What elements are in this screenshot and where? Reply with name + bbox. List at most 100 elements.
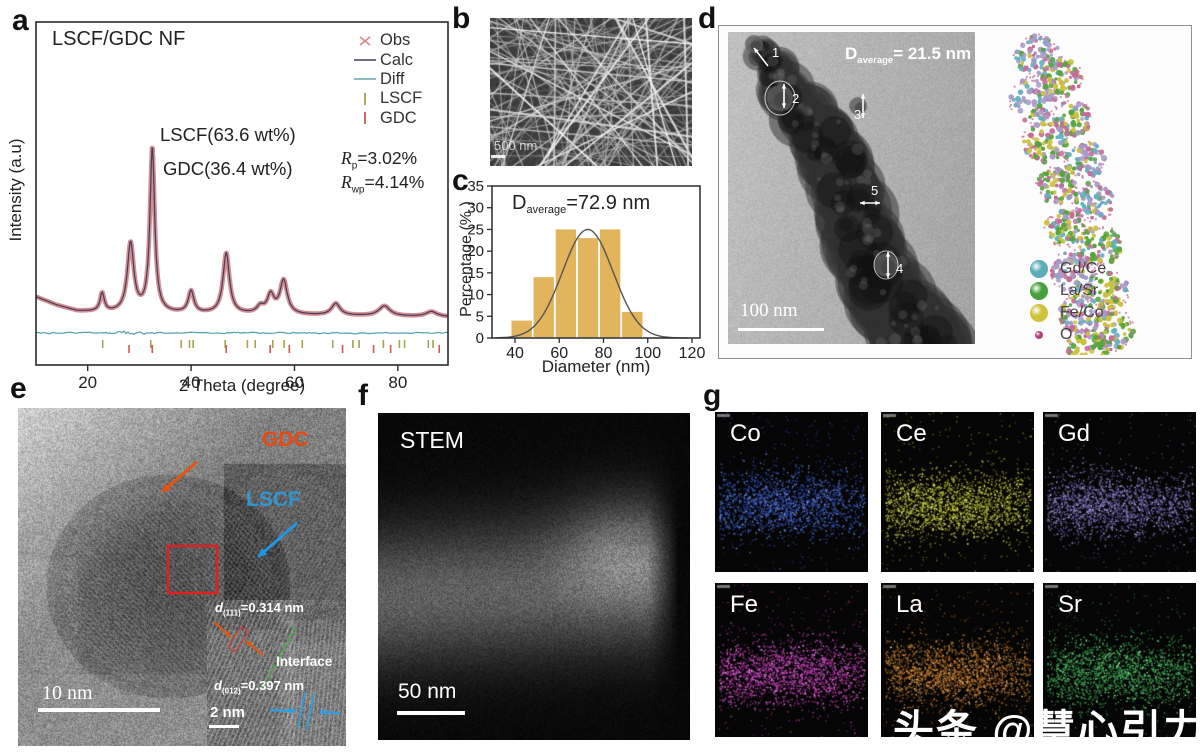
- stem-image: [378, 413, 690, 740]
- svg-text:5: 5: [871, 183, 878, 198]
- eds-map-element-label: Gd: [1058, 420, 1091, 447]
- eds-map-gd: Gd: [1043, 412, 1196, 572]
- panel-e-label: e: [10, 372, 27, 405]
- rwp-value: =4.14%: [364, 172, 425, 192]
- svg-text:40: 40: [506, 345, 524, 362]
- hrtem-scale-label: 10 nm: [42, 682, 93, 704]
- davg-symbol: D: [512, 192, 527, 214]
- svg-text:15: 15: [467, 265, 484, 282]
- model-legend-label: Fe/Co: [1060, 304, 1104, 321]
- rp-value: =3.02%: [357, 148, 418, 168]
- model-legend-item: Gd/Ce: [1028, 258, 1106, 280]
- xrd-title: LSCF/GDC NF: [52, 28, 186, 50]
- svg-text:10: 10: [467, 287, 484, 304]
- svg-text:3: 3: [854, 107, 861, 122]
- stem-scale-bar: [397, 711, 465, 715]
- eds-map-element-label: Ce: [896, 420, 927, 447]
- davg-value: =72.9 nm: [566, 192, 651, 214]
- tem-davg-annotation: Daverage= 21.5 nm: [845, 44, 971, 66]
- model-legend-label: Gd/Ce: [1060, 260, 1107, 277]
- svg-text:60: 60: [550, 345, 568, 362]
- xrd-legend-label: Calc: [380, 50, 414, 69]
- hist-ylabel: Percentage (% ): [458, 201, 475, 317]
- xrd-legend-item: Diff: [352, 70, 422, 89]
- tem-davg-symbol: D: [845, 44, 858, 63]
- svg-text:35: 35: [467, 178, 484, 195]
- atom-sphere-icon: [1030, 304, 1048, 322]
- eds-map-element-label: Sr: [1058, 591, 1082, 618]
- model-legend-label: O: [1060, 326, 1073, 343]
- xrd-xlabel: 2 Theta (degree): [178, 376, 306, 395]
- sem-scale-bar: [491, 155, 505, 158]
- tem-scale-bar: [738, 328, 824, 331]
- svg-text:2: 2: [792, 91, 799, 106]
- stem-scale-label: 50 nm: [398, 680, 457, 703]
- inset-interface-label: Interface: [276, 654, 333, 669]
- eds-map-la: La: [881, 583, 1034, 737]
- line-legend-icon: [354, 59, 376, 61]
- tem-davg-value: = 21.5 nm: [893, 44, 972, 63]
- d111-symbol: d: [215, 600, 223, 615]
- hist-annotation: Daverage=72.9 nm: [512, 192, 650, 216]
- eds-map-canvas: [715, 583, 868, 737]
- rwp-sub: wp: [351, 184, 365, 196]
- inset-d111-label: d(111)=0.314 nm: [215, 600, 304, 618]
- rwp-symbol: R: [341, 172, 352, 192]
- d012-value: =0.397 nm: [240, 678, 304, 693]
- svg-text:1: 1: [772, 45, 779, 60]
- eds-map-ce: Ce: [881, 412, 1034, 572]
- xrd-legend-label: LSCF: [380, 89, 423, 108]
- xrd-legend-item: Calc: [352, 50, 422, 69]
- panel-g-label: g: [703, 379, 722, 412]
- d012-sub: (012): [221, 686, 241, 696]
- eds-map-element-label: Co: [730, 420, 761, 447]
- d111-value: =0.314 nm: [240, 600, 304, 615]
- panel-c-label: c: [452, 164, 469, 197]
- panel-a-label: a: [12, 4, 29, 37]
- panel-d-label: d: [698, 2, 717, 35]
- model-legend-label: La/Sr: [1060, 282, 1099, 299]
- model-legend-item: Fe/Co: [1028, 302, 1106, 324]
- svg-text:120: 120: [679, 345, 706, 362]
- svg-text:4: 4: [896, 261, 903, 276]
- eds-map-canvas: [1043, 412, 1196, 572]
- eds-map-element-label: Fe: [730, 591, 759, 618]
- eds-map-canvas: [1043, 583, 1196, 737]
- hrtem-lscf-label: LSCF: [246, 488, 301, 511]
- atom-sphere-icon: [1035, 331, 1043, 339]
- stem-title: STEM: [400, 427, 464, 453]
- hrtem-inset-image: [207, 600, 346, 746]
- svg-text:20: 20: [467, 243, 484, 260]
- d111-sub: (111): [222, 608, 241, 618]
- tem-particle-markers: 1 2 3 5 4: [753, 45, 903, 280]
- xrd-legend-item: Obs: [352, 31, 422, 50]
- watermark-text: 头条 @慧心引力佳: [893, 707, 1200, 753]
- diameter-histogram-chart: 40 60 80 100 120 0 5 10 15 20 25 30 35: [467, 178, 706, 362]
- x-legend-icon: [359, 36, 371, 46]
- xrd-chart: 20 40 60 80: [34, 21, 450, 392]
- hrtem-annotations: [38, 460, 341, 731]
- hist-xlabel: Diameter (nm): [541, 357, 651, 376]
- xrd-legend-label: GDC: [380, 108, 417, 127]
- eds-map-element-label: La: [896, 591, 923, 618]
- rp-symbol: R: [341, 148, 352, 168]
- atomic-model-illustration: [1008, 33, 1136, 355]
- xrd-phase-gdc: GDC(36.4 wt%): [163, 158, 293, 179]
- xrd-rp: Rp=3.02%: [341, 148, 417, 172]
- atom-sphere-icon: [1030, 260, 1048, 278]
- svg-text:20: 20: [78, 373, 97, 392]
- tem-davg-sub: average: [857, 55, 894, 67]
- svg-text:80: 80: [595, 345, 613, 362]
- xrd-legend: Obs Calc Diff LSCF GDC: [352, 31, 422, 128]
- eds-map-co: Co: [715, 412, 868, 572]
- svg-text:0: 0: [476, 330, 484, 347]
- model-legend-item: La/Sr: [1028, 280, 1106, 302]
- sem-scale-label: 500 nm: [494, 138, 538, 153]
- sem-nanofiber-image: [490, 18, 692, 166]
- eds-map-canvas: [881, 412, 1034, 572]
- tick-legend-icon: [364, 92, 366, 105]
- eds-map-canvas: [881, 583, 1034, 737]
- inset-scale-label: 2 nm: [210, 704, 246, 721]
- svg-text:40: 40: [182, 373, 201, 392]
